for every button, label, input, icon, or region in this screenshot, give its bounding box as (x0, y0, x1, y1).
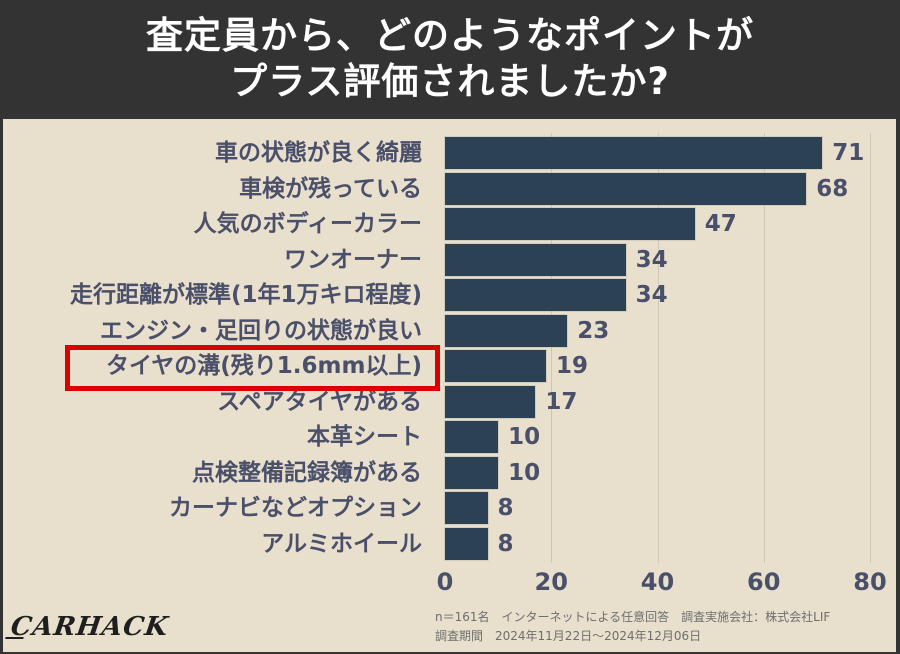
chart-panel: 0 20 40 60 80 車の状態が良く綺麗 71 車検が残っている 68 人気のボディーカラー… (3, 119, 896, 652)
bar-value-label: 17 (545, 388, 578, 415)
category-label: スペアタイヤがある (217, 388, 422, 415)
title-banner: 査定員から、どのようなポイントが プラス評価されましたか? (0, 0, 900, 117)
category-label: 車検が残っている (239, 175, 422, 202)
category-label: 本革シート (307, 424, 422, 450)
category-label: カーナビなどオプション (169, 495, 422, 521)
bar-value-label: 19 (555, 353, 588, 379)
bar (445, 492, 488, 524)
bar-value-label: 34 (635, 246, 668, 273)
bar-value-label: 71 (832, 140, 865, 166)
bar (445, 456, 499, 489)
category-label: 点検整備記録簿がある (192, 459, 422, 486)
gridline (870, 133, 871, 563)
bar-value-label: 10 (508, 459, 541, 486)
bar (445, 279, 626, 311)
category-label: 車の状態が良く綺麗 (215, 140, 422, 166)
bar (445, 208, 695, 240)
title-line-1: 査定員から、どのようなポイントが (146, 13, 754, 57)
category-label: ワンオーナー (284, 246, 422, 273)
bar-value-label: 8 (497, 530, 514, 557)
bar (445, 314, 568, 347)
bar-value-label: 47 (704, 211, 737, 237)
x-tick-label: 20 (534, 568, 568, 596)
category-label: アルミホイール (261, 530, 422, 557)
category-label: 人気のボディーカラー (193, 211, 422, 237)
bar (445, 243, 626, 276)
bar-value-label: 23 (577, 317, 610, 344)
bar (445, 137, 823, 169)
bar-value-label: 34 (635, 282, 668, 308)
x-tick-label: 80 (853, 568, 887, 596)
bar (445, 527, 488, 560)
survey-period: 調査期間 2024年11月22日～2024年12月06日 (435, 629, 702, 643)
x-tick-label: 60 (747, 568, 781, 596)
bar-value-label: 10 (508, 424, 541, 450)
bar-value-label: 8 (497, 495, 514, 521)
bar-value-label: 68 (816, 175, 849, 202)
x-tick-label: 0 (436, 568, 454, 596)
gridline (551, 133, 553, 563)
survey-note: n＝161名 インターネットによる任意回答 調査実施会社：株式会社LIF (435, 610, 831, 624)
bar (445, 421, 499, 453)
x-tick-label: 40 (640, 568, 675, 596)
category-label: エンジン・足回りの状態が良い (100, 317, 422, 344)
highlight-box (65, 345, 440, 391)
category-label: タイヤの溝(残り1.6mm以上) (105, 353, 422, 379)
title-line-2: プラス評価されましたか? (230, 59, 670, 103)
gridline (763, 133, 765, 563)
category-label: 走行距離が標準(1年1万キロ程度) (69, 282, 422, 308)
bar (445, 172, 807, 205)
carhack-logo: CARHACK (8, 612, 171, 642)
gridline (657, 133, 659, 563)
bar (445, 350, 546, 382)
bar (445, 385, 536, 418)
